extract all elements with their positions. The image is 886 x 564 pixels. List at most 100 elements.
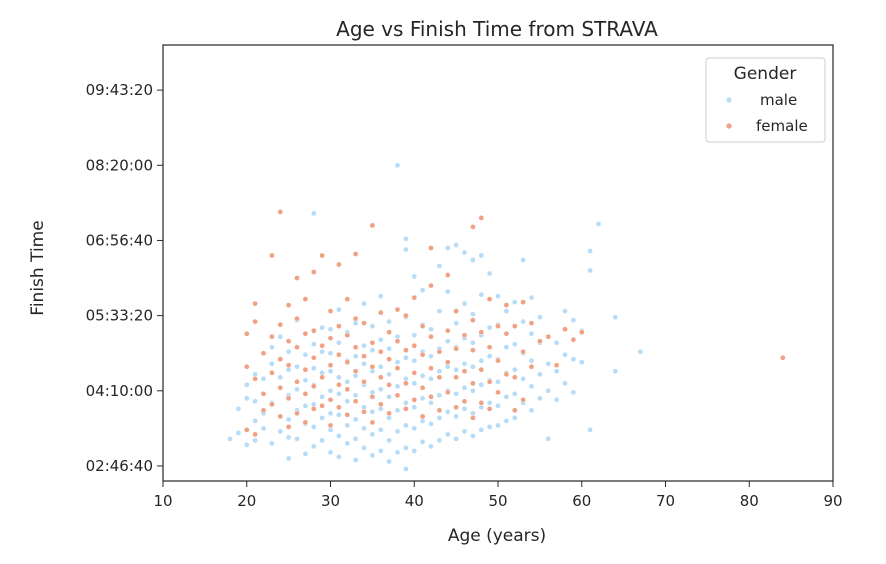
data-point-male [394,162,401,169]
data-point-female [478,329,485,336]
chart-title: Age vs Finish Time from STRAVA [336,17,658,41]
x-tick-label: 90 [823,492,842,510]
data-point-female [520,348,526,355]
data-point-male [377,386,384,393]
data-point-male [294,386,300,393]
data-point-female [269,401,275,408]
data-point-female [419,351,426,358]
legend-female-marker [726,123,732,129]
data-point-male [269,344,275,351]
y-tick-label: 09:43:20 [86,81,153,99]
data-point-female [369,339,376,346]
data-point-male [470,433,476,439]
data-point-male [361,360,367,367]
data-point-male [419,439,426,445]
data-point-male [319,348,325,355]
data-point-female [478,215,485,221]
data-point-female [294,275,300,281]
data-point-male [327,387,334,394]
data-point-female [369,393,376,400]
data-point-female [327,335,334,342]
x-tick-label: 10 [153,492,172,510]
data-point-male [344,440,351,447]
data-point-male [403,422,409,429]
data-point-female [570,336,577,343]
x-tick-label: 60 [572,492,591,510]
data-point-male [470,339,476,346]
data-point-male [411,448,418,454]
data-point-female [252,375,258,382]
data-point-male [436,263,443,269]
data-point-female [277,413,284,420]
data-point-male [252,398,258,405]
data-point-male [587,267,593,274]
data-point-male [403,445,409,451]
y-tick-label: 02:46:40 [86,457,153,475]
data-point-male [336,339,342,346]
data-point-male [511,341,518,348]
data-point-male [419,372,426,379]
y-axis-label: Finish Time [28,220,48,315]
legend-male-label: male [760,91,797,109]
data-point-female [352,398,359,405]
data-point-male [319,415,325,421]
data-point-male [352,392,359,399]
data-point-male [486,270,493,277]
data-point-female [243,363,250,370]
data-point-female [428,333,434,340]
x-tick-label: 70 [656,492,675,510]
data-point-male [319,324,325,331]
data-point-female [369,363,376,370]
data-point-male [503,418,510,424]
data-point-male [562,380,568,387]
data-point-male [394,449,401,456]
data-point-male [570,389,577,396]
data-point-male [461,384,468,391]
data-point-female [352,368,359,375]
data-point-male [495,402,501,409]
data-point-female [285,362,292,369]
data-point-male [470,257,476,263]
data-point-male [428,443,434,450]
data-point-male [327,410,334,417]
data-point-female [478,366,485,373]
data-point-male [478,381,485,388]
data-point-male [377,293,384,299]
data-point-male [503,308,510,314]
data-point-female [436,407,443,414]
data-point-male [486,424,493,430]
y-tick-label: 08:20:00 [86,156,153,174]
data-point-male [336,454,342,460]
data-point-male [260,425,267,432]
data-point-female [386,381,392,388]
data-point-male [587,427,593,433]
data-point-female [302,366,309,373]
data-point-female [419,384,426,391]
data-point-female [344,332,351,339]
data-point-male [352,436,359,442]
data-point-female [294,344,300,351]
data-point-male [612,368,619,375]
data-point-female [386,329,392,336]
data-point-male [302,377,309,384]
data-point-male [310,210,317,217]
data-point-female [428,393,434,400]
data-point-female [336,404,342,411]
data-point-female [344,386,351,393]
data-point-female [411,396,418,403]
data-point-female [537,338,543,345]
data-point-male [461,360,468,367]
data-point-male [453,366,459,373]
data-point-female [252,431,258,438]
data-point-female [503,371,510,378]
data-point-male [369,347,376,354]
data-point-male [411,332,418,339]
data-point-male [537,314,543,320]
data-point-female [369,419,376,426]
data-point-female [394,306,401,313]
data-point-male [352,457,359,463]
data-point-male [444,431,451,438]
data-point-male [419,287,426,293]
data-point-male [411,404,418,411]
data-point-male [612,314,619,320]
